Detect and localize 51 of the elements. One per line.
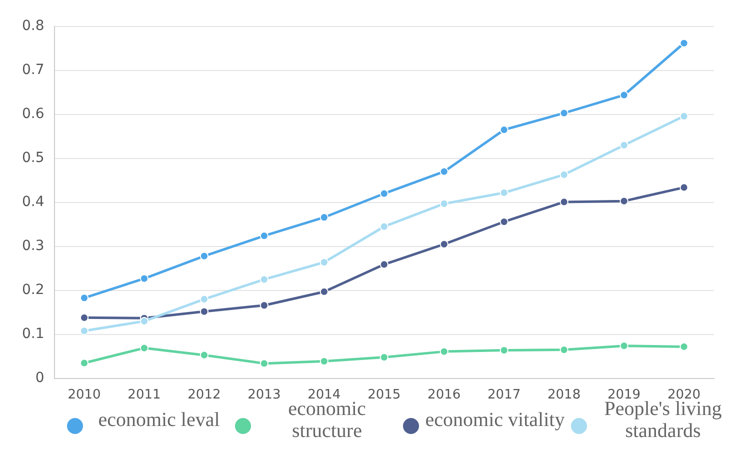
point (620, 196, 628, 206)
x-tick-label: 2016 (428, 388, 461, 403)
point (260, 359, 268, 368)
x-tick-label: 2017 (488, 388, 521, 403)
point (620, 90, 628, 100)
point (560, 346, 568, 354)
x-tick-label: 2018 (548, 388, 581, 403)
point (380, 260, 388, 269)
point (140, 316, 149, 326)
point (560, 170, 568, 179)
point (260, 275, 268, 284)
y-tick-label: 0 (35, 370, 44, 386)
point (200, 350, 209, 360)
point (560, 108, 568, 118)
point (140, 274, 149, 283)
point (200, 252, 209, 260)
y-tick-label: 0.6 (22, 106, 44, 122)
point (680, 38, 688, 48)
point (620, 140, 628, 150)
point (380, 189, 388, 198)
point (560, 198, 568, 206)
legend-label: economic leval (97, 409, 221, 431)
point (680, 112, 688, 120)
point (260, 301, 268, 310)
x-tick-label: 2013 (248, 388, 281, 403)
point (200, 307, 209, 316)
point (140, 344, 149, 352)
point (200, 294, 209, 304)
point (440, 240, 448, 248)
point (440, 167, 448, 176)
x-tick-label: 2012 (188, 388, 221, 403)
x-tick-label: 2010 (68, 388, 101, 403)
point (380, 222, 388, 231)
x-tick-label: 2011 (128, 388, 161, 403)
point (620, 342, 628, 350)
point (680, 183, 688, 192)
point (260, 232, 268, 240)
point (320, 213, 328, 222)
x-tick-label: 2015 (368, 388, 401, 403)
point (440, 347, 448, 356)
y-tick-label: 0.3 (22, 238, 44, 254)
point (80, 294, 89, 302)
y-tick-label: 0.4 (22, 194, 44, 210)
point (500, 126, 508, 134)
y-tick-label: 0.8 (22, 18, 44, 34)
y-tick-label: 0.1 (22, 326, 44, 342)
legend-label: economic vitality (425, 409, 565, 431)
point (80, 313, 89, 322)
y-tick-label: 0.5 (22, 150, 44, 166)
y-tick-label: 0.7 (22, 62, 44, 78)
y-tick-label: 0.2 (22, 282, 44, 298)
